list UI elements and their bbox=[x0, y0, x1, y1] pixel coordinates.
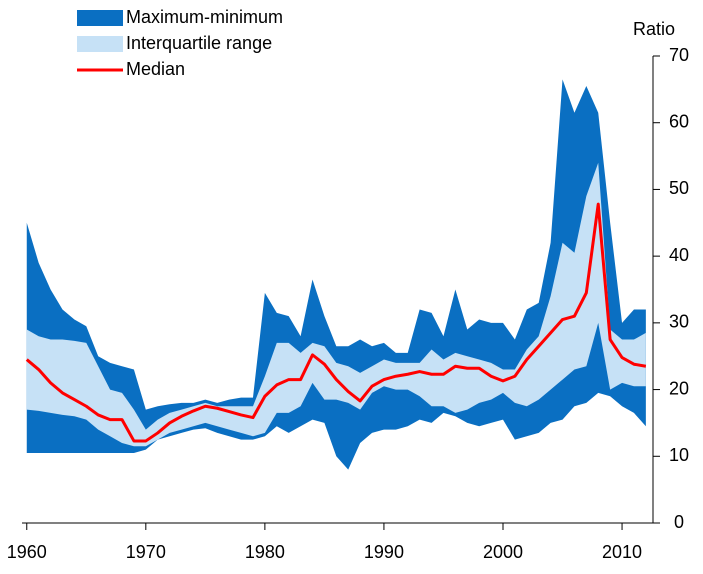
x-tick-label: 1980 bbox=[245, 542, 285, 562]
legend-label: Median bbox=[126, 59, 185, 79]
legend-label: Interquartile range bbox=[126, 33, 272, 53]
legend-swatch bbox=[77, 36, 123, 52]
x-tick-label: 2000 bbox=[483, 542, 523, 562]
y-tick-label: 40 bbox=[669, 245, 689, 265]
y-tick-label: 30 bbox=[669, 312, 689, 332]
legend-swatch bbox=[77, 10, 123, 26]
y-tick-label: 70 bbox=[669, 45, 689, 65]
x-tick-label: 1970 bbox=[126, 542, 166, 562]
x-tick-label: 1990 bbox=[364, 542, 404, 562]
y-tick-label: 10 bbox=[669, 445, 689, 465]
y-tick-label: 60 bbox=[669, 111, 689, 131]
legend-label: Maximum-minimum bbox=[126, 7, 283, 27]
x-tick-label: 1960 bbox=[7, 542, 47, 562]
y-axis-label: Ratio bbox=[633, 19, 675, 39]
y-tick-label: 50 bbox=[669, 178, 689, 198]
y-tick-label: 20 bbox=[669, 378, 689, 398]
x-tick-label: 2010 bbox=[602, 542, 642, 562]
y-tick-label: 0 bbox=[674, 512, 684, 532]
median-line bbox=[25, 202, 647, 443]
